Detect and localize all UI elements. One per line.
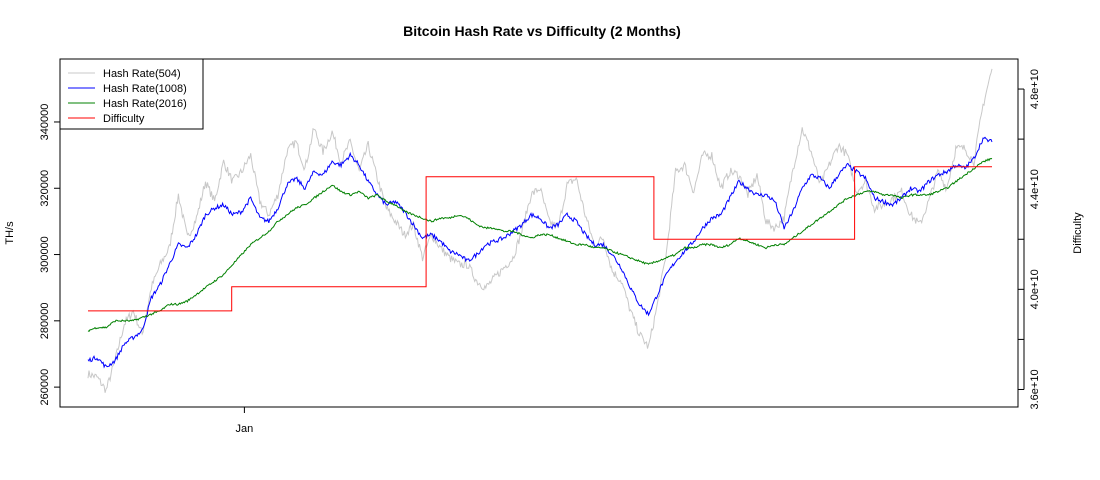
series-line-3: [88, 166, 992, 312]
plot-frame: [59, 58, 1019, 408]
series-line-0: [87, 68, 993, 393]
series-line-2: [87, 157, 993, 332]
x-tick-label: Jan: [236, 423, 254, 435]
left-axis: 260000 280000 300000 320000 340000: [39, 104, 60, 406]
y-right-axis-title: Difficulty: [1072, 212, 1084, 254]
chart-title: Bitcoin Hash Rate vs Difficulty (2 Month…: [403, 23, 681, 39]
y-right-tick-label: 4.0e+10: [1029, 269, 1041, 309]
y-tick-label: 320000: [39, 170, 51, 207]
y-tick-label: 260000: [39, 369, 51, 406]
legend-label: Difficulty: [103, 113, 145, 125]
y-right-tick-label: 3.6e+10: [1029, 369, 1041, 409]
legend: Hash Rate(504) Hash Rate(1008) Hash Rate(2…: [59, 58, 204, 130]
y-tick-label: 280000: [39, 302, 51, 339]
right-axis: 3.6e+10 4.0e+10 4.4e+10 4.8e+10: [1018, 69, 1041, 410]
series-layer: [87, 68, 993, 393]
y-right-tick-label: 4.8e+10: [1029, 69, 1041, 109]
legend-label: Hash Rate(504): [103, 68, 181, 80]
y-right-tick-label: 4.4e+10: [1029, 169, 1041, 209]
x-axis: Jan: [236, 407, 254, 435]
y-tick-label: 300000: [39, 236, 51, 273]
legend-box: [59, 58, 204, 130]
legend-label: Hash Rate(2016): [103, 98, 187, 110]
series-line-1: [87, 136, 993, 369]
y-axis-title: TH/s: [4, 221, 16, 245]
y-tick-label: 340000: [39, 104, 51, 141]
legend-label: Hash Rate(1008): [103, 83, 187, 95]
